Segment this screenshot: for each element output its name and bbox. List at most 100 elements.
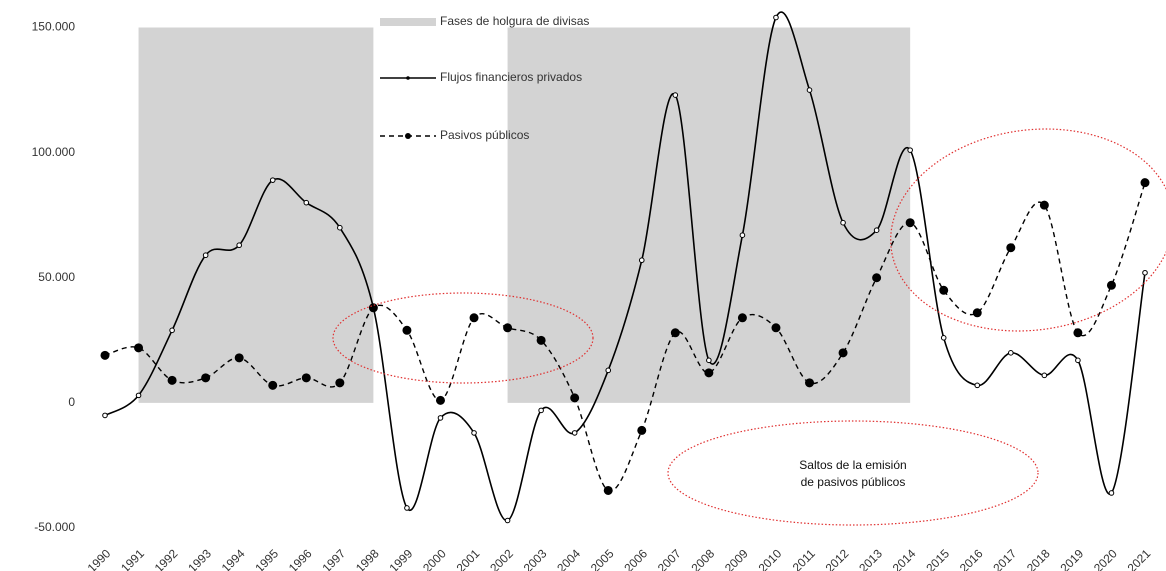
x-tick-label: 2019 [1057, 546, 1086, 571]
x-tick-label: 2002 [487, 546, 516, 571]
y-tick-label: 0 [68, 395, 75, 409]
data-point [337, 224, 343, 231]
data-point [873, 227, 880, 234]
x-tick-label: 2014 [890, 546, 919, 571]
x-tick-label: 2003 [521, 546, 550, 571]
legend-swatch [380, 18, 436, 26]
x-tick-label: 1998 [353, 546, 382, 571]
x-tick-label: 2017 [990, 546, 1019, 571]
data-point [905, 218, 915, 228]
data-point [503, 323, 513, 333]
x-tick-label: 2004 [554, 546, 583, 571]
x-tick-label: 2007 [655, 546, 684, 571]
data-point [972, 308, 982, 318]
data-point [1108, 490, 1115, 496]
data-point [570, 393, 580, 403]
data-point [404, 505, 410, 511]
data-point [538, 407, 544, 414]
phase-band [507, 27, 911, 403]
data-point [1041, 372, 1048, 379]
data-point [571, 430, 578, 436]
series-lines [100, 11, 1150, 524]
data-point [202, 252, 209, 259]
x-tick-label: 1994 [219, 546, 248, 571]
data-point [737, 313, 747, 323]
data-point [637, 425, 647, 435]
legend-marker [406, 76, 410, 80]
data-point [1106, 280, 1116, 290]
data-point [840, 219, 846, 226]
legend: Fases de holgura de divisas Flujos financ… [380, 14, 589, 142]
data-point [907, 147, 913, 153]
data-point [1073, 328, 1083, 338]
legend-label: Pasivos públicos [440, 128, 529, 142]
data-point [134, 343, 144, 353]
data-point [201, 373, 211, 383]
data-point [1006, 243, 1016, 253]
data-point [1075, 357, 1081, 364]
x-tick-label: 1995 [252, 546, 281, 571]
x-tick-label: 2008 [688, 546, 717, 571]
phase-shading [138, 27, 911, 403]
y-tick-label: 50.000 [38, 270, 75, 284]
x-tick-label: 2016 [957, 546, 986, 571]
data-point [1140, 178, 1150, 188]
x-tick-label: 2011 [790, 546, 818, 571]
data-point [974, 382, 981, 389]
data-point [771, 323, 781, 333]
data-point [939, 285, 949, 295]
data-point [603, 485, 613, 495]
data-point [940, 335, 947, 341]
data-point [536, 335, 546, 345]
data-point [872, 273, 882, 283]
y-tick-label: 150.000 [32, 20, 76, 34]
data-point [303, 199, 310, 206]
data-point [605, 367, 612, 374]
annotations: Saltos de la emisión de pasivos públicos [332, 128, 1166, 526]
x-tick-label: 1992 [152, 546, 181, 571]
x-tick-label: 2001 [454, 546, 483, 571]
series-line [104, 11, 1146, 522]
x-tick-label: 2018 [1024, 546, 1053, 571]
data-point [335, 378, 345, 388]
data-point [1142, 269, 1148, 276]
data-point [672, 92, 679, 98]
x-tick-label: 1996 [286, 546, 315, 571]
data-point [706, 357, 712, 364]
x-tick-label: 2020 [1091, 546, 1120, 571]
x-tick-label: 1997 [319, 546, 348, 571]
data-point [704, 368, 714, 378]
legend-label: Flujos financieros privados [440, 70, 582, 84]
data-point [236, 242, 242, 249]
annotation-text: de pasivos públicos [801, 475, 906, 489]
x-tick-label: 2012 [823, 546, 852, 571]
x-tick-label: 2013 [856, 546, 885, 571]
data-point [638, 257, 645, 264]
data-point [471, 430, 477, 436]
data-point [435, 395, 445, 405]
highlight-ellipse [332, 292, 594, 384]
x-tick-label: 1990 [85, 546, 114, 571]
x-tick-label: 1999 [387, 546, 416, 571]
data-point [806, 87, 813, 93]
data-point [268, 380, 278, 390]
legend-label: Fases de holgura de divisas [440, 14, 589, 28]
annotation-text: Saltos de la emisión [799, 458, 906, 472]
data-point [102, 412, 108, 419]
x-tick-label: 2005 [588, 546, 617, 571]
data-point [402, 325, 412, 335]
phase-band [138, 27, 374, 403]
legend-marker [405, 133, 411, 139]
data-point [838, 348, 848, 358]
data-point [234, 353, 244, 363]
data-point [437, 415, 444, 421]
data-point [469, 313, 479, 323]
data-point [805, 378, 815, 388]
data-point [100, 350, 110, 360]
data-point [504, 517, 511, 524]
data-point [301, 373, 311, 383]
x-tick-label: 1991 [118, 546, 147, 571]
data-point [135, 392, 142, 399]
x-tick-label: 2010 [756, 546, 785, 571]
